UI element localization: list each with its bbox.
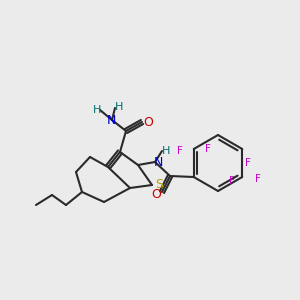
Text: F: F (229, 176, 235, 186)
Text: O: O (151, 188, 161, 200)
Text: F: F (245, 158, 251, 168)
Text: N: N (153, 157, 163, 169)
Text: H: H (162, 146, 170, 156)
Text: S: S (155, 178, 163, 191)
Text: O: O (143, 116, 153, 128)
Text: F: F (255, 174, 261, 184)
Text: N: N (106, 115, 116, 128)
Text: H: H (115, 102, 123, 112)
Text: F: F (205, 144, 211, 154)
Text: H: H (93, 105, 101, 115)
Text: F: F (177, 146, 183, 156)
